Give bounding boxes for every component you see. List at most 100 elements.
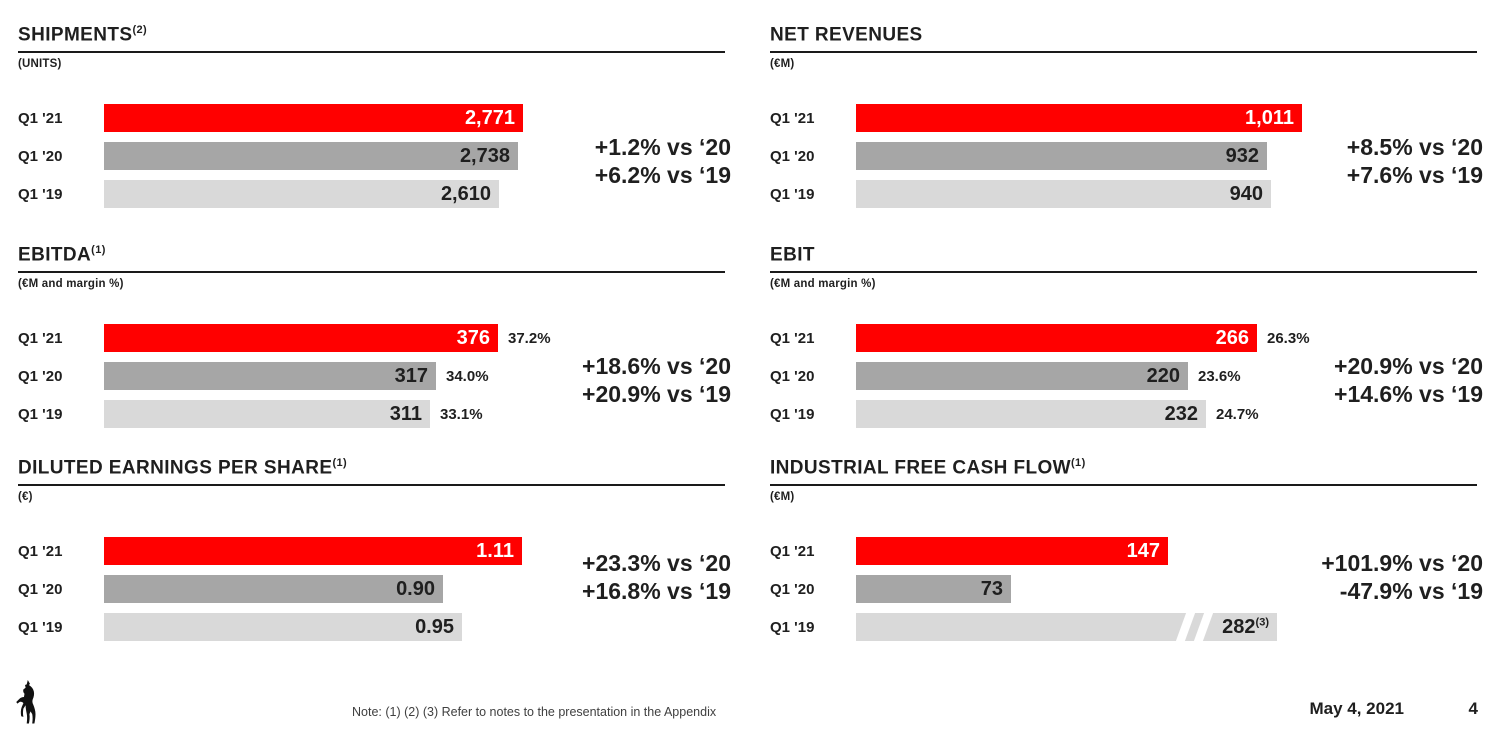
delta-labels: +101.9% vs ‘20 -47.9% vs ‘19 — [1321, 549, 1483, 605]
bar-value-label: 376 — [456, 327, 490, 349]
margin-percent-label: 24.7% — [1216, 405, 1259, 423]
bar-value-label: 266 — [1215, 327, 1249, 349]
bar-value-label: 0.90 — [396, 578, 435, 600]
bar-q1-20: 73 — [856, 575, 1011, 603]
margin-percent-label: 34.0% — [446, 367, 489, 385]
bar-q1-21: 1.11 — [104, 537, 522, 565]
bar-category-label: Q1 '20 — [770, 367, 815, 385]
bar-row: Q1 '21 266 26.3% — [770, 324, 1477, 352]
bar-row: Q1 '19 0.95 — [18, 613, 725, 641]
bar-q1-20: 2,738 — [104, 142, 518, 170]
title-footnote-ref: (1) — [332, 457, 348, 469]
panel-subtitle: (€) — [18, 491, 33, 504]
bar-value-label: 2,610 — [440, 183, 491, 205]
bar-row: Q1 '19 311 33.1% — [18, 400, 725, 428]
bar-q1-21: 266 — [856, 324, 1257, 352]
bar-q1-19: 940 — [856, 180, 1271, 208]
bar-value-label: 940 — [1229, 183, 1263, 205]
title-footnote-ref: (1) — [91, 244, 106, 256]
bar-q1-19: 0.95 — [104, 613, 462, 641]
delta-vs-two-years: +7.6% vs ‘19 — [1346, 162, 1483, 188]
bar-value-label: 282(3) — [1222, 616, 1269, 638]
bar-q1-19: 311 — [104, 400, 430, 428]
title-footnote-ref: (1) — [1070, 457, 1086, 469]
bar-chart: Q1 '21 1.11 Q1 '20 0.90 Q1 '19 0.95 — [18, 537, 725, 651]
axis-break-marks — [1174, 610, 1219, 644]
bar-category-label: Q1 '20 — [770, 580, 815, 598]
bar-category-label: Q1 '20 — [18, 367, 63, 385]
delta-vs-prior-year: +18.6% vs ‘20 — [582, 353, 731, 379]
bar-category-label: Q1 '19 — [770, 185, 815, 203]
bar-row: Q1 '20 317 34.0% — [18, 362, 725, 390]
page-number: 4 — [1468, 699, 1478, 718]
margin-percent-label: 37.2% — [508, 329, 551, 347]
bar-q1-21: 1,011 — [856, 104, 1302, 132]
delta-labels: +1.2% vs ‘20 +6.2% vs ‘19 — [595, 133, 731, 189]
panel-subtitle: (€M) — [770, 58, 795, 71]
margin-percent-label: 33.1% — [440, 405, 483, 423]
delta-vs-prior-year: +101.9% vs ‘20 — [1321, 550, 1483, 576]
panel-subtitle: (€M) — [770, 491, 795, 504]
delta-vs-two-years: -47.9% vs ‘19 — [1339, 578, 1483, 604]
panel-net-revenues: NET REVENUES (€M) Q1 '21 1,011 Q1 '20 932 Q1… — [770, 24, 1483, 238]
bar-row: Q1 '19 232 24.7% — [770, 400, 1477, 428]
bar-row: Q1 '20 73 — [770, 575, 1477, 603]
panel-subtitle: (€M and margin %) — [770, 278, 876, 291]
bar-value-label: 1,011 — [1245, 107, 1294, 129]
bar-row: Q1 '20 0.90 — [18, 575, 725, 603]
bar-value-label: 147 — [1126, 540, 1160, 562]
panel-title: SHIPMENTS(2) — [18, 24, 725, 54]
panel-title: NET REVENUES — [770, 24, 1477, 54]
bar-category-label: Q1 '19 — [770, 405, 815, 423]
bar-category-label: Q1 '21 — [770, 329, 815, 347]
bar-category-label: Q1 '21 — [18, 542, 63, 560]
panel-industrial-free-cash-flow: INDUSTRIAL FREE CASH FLOW(1) (€M) Q1 '21… — [770, 457, 1483, 671]
bar-row: Q1 '20 932 — [770, 142, 1477, 170]
bar-category-label: Q1 '21 — [770, 542, 815, 560]
delta-vs-two-years: +16.8% vs ‘19 — [582, 578, 731, 604]
bar-row: Q1 '21 376 37.2% — [18, 324, 725, 352]
bar-category-label: Q1 '19 — [18, 618, 63, 636]
bar-category-label: Q1 '19 — [18, 405, 63, 423]
delta-vs-prior-year: +23.3% vs ‘20 — [582, 550, 731, 576]
bar-category-label: Q1 '21 — [770, 109, 815, 127]
bar-row: Q1 '19 2,610 — [18, 180, 725, 208]
bar-row: Q1 '21 147 — [770, 537, 1477, 565]
bar-value-label: 0.95 — [415, 616, 454, 638]
delta-vs-prior-year: +8.5% vs ‘20 — [1346, 134, 1483, 160]
title-footnote-ref: (2) — [132, 24, 148, 36]
bar-q1-20: 317 — [104, 362, 436, 390]
bar-q1-19: 232 — [856, 400, 1206, 428]
delta-labels: +23.3% vs ‘20 +16.8% vs ‘19 — [582, 549, 731, 605]
bar-value-label: 73 — [980, 578, 1003, 600]
bar-category-label: Q1 '20 — [18, 580, 63, 598]
ferrari-prancing-horse-icon — [14, 680, 46, 724]
bar-chart: Q1 '21 2,771 Q1 '20 2,738 Q1 '19 2,610 — [18, 104, 725, 218]
delta-labels: +18.6% vs ‘20 +20.9% vs ‘19 — [582, 352, 731, 408]
margin-percent-label: 26.3% — [1267, 329, 1310, 347]
delta-labels: +8.5% vs ‘20 +7.6% vs ‘19 — [1347, 133, 1483, 189]
panel-shipments: SHIPMENTS(2) (UNITS) Q1 '21 2,771 Q1 '20 2,… — [18, 24, 731, 238]
bar-row: Q1 '21 1,011 — [770, 104, 1477, 132]
bar-chart: Q1 '21 1,011 Q1 '20 932 Q1 '19 940 — [770, 104, 1477, 218]
bar-value-label: 232 — [1164, 403, 1198, 425]
bar-row: Q1 '21 1.11 — [18, 537, 725, 565]
delta-vs-two-years: +6.2% vs ‘19 — [594, 162, 731, 188]
panel-ebit: EBIT (€M and margin %) Q1 '21 266 26.3% Q1 … — [770, 244, 1483, 458]
panel-diluted-eps: DILUTED EARNINGS PER SHARE(1) (€) Q1 '21… — [18, 457, 731, 671]
bar-category-label: Q1 '21 — [18, 329, 63, 347]
bar-q1-21: 376 — [104, 324, 498, 352]
bar-row: Q1 '20 220 23.6% — [770, 362, 1477, 390]
bar-row: Q1 '19 282(3) — [770, 610, 1477, 644]
bar-q1-20: 0.90 — [104, 575, 443, 603]
panel-title: EBIT — [770, 244, 1477, 274]
margin-percent-label: 23.6% — [1198, 367, 1241, 385]
delta-vs-two-years: +20.9% vs ‘19 — [582, 381, 731, 407]
bar-value-label: 317 — [394, 365, 428, 387]
bar-category-label: Q1 '20 — [770, 147, 815, 165]
bar-category-label: Q1 '19 — [18, 185, 63, 203]
bar-q1-19: 282(3) — [856, 610, 1277, 644]
bar-chart: Q1 '21 266 26.3% Q1 '20 220 23.6% Q1 '19 232 24.… — [770, 324, 1477, 438]
bar-value-label: 2,738 — [459, 145, 510, 167]
